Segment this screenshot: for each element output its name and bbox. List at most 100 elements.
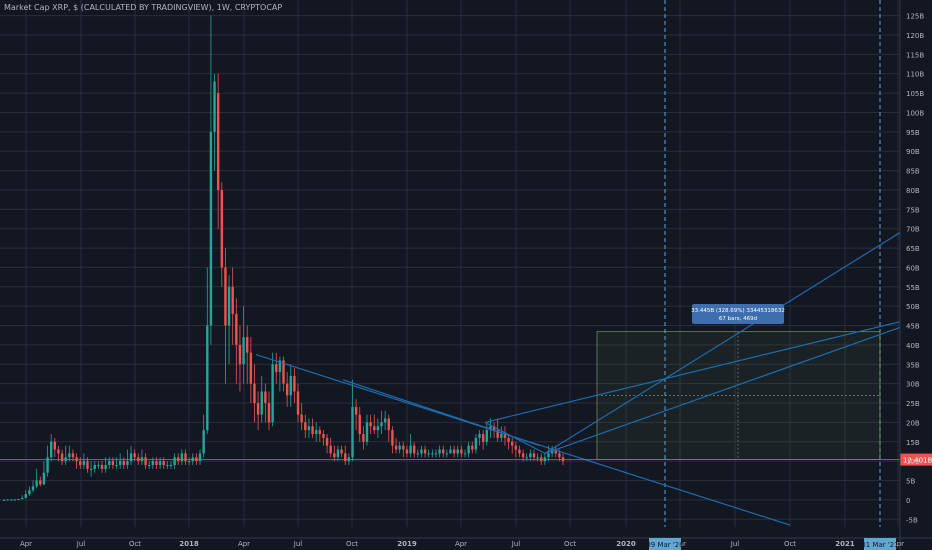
candle-body [253,383,256,404]
x-tick-label: Jul [511,540,521,548]
candle-body [405,449,409,454]
candle-body [213,81,216,132]
date-marker-badge [864,538,896,550]
candle-body [35,480,38,487]
candle-body [264,391,267,404]
candle-body [478,434,481,438]
candle-body [489,426,492,431]
candle-body [206,325,209,431]
candle-body [307,426,311,431]
candle-body [442,449,445,454]
candle-body [180,453,184,462]
candle-body [471,445,474,450]
candle-body [184,453,187,462]
date-marker-label: 09 Mar '20 [646,541,683,549]
candle-body [278,360,282,373]
candle-body [304,422,307,431]
candle-body [460,449,463,454]
candle-body [89,468,93,470]
candle-body [536,457,539,459]
candle-body [402,445,405,450]
candle-body [427,453,430,455]
candle-body [198,453,202,462]
candle-body [496,430,499,438]
candle-body [300,414,303,423]
y-tick-label: 25B [906,400,920,408]
chart-title: Market Cap XRP, $ (CALCULATED BY TRADING… [4,3,283,12]
x-tick-label: Oct [784,540,796,548]
candle-body [53,441,57,450]
candle-body [231,286,234,314]
candle-body [122,461,125,466]
candle-body [169,465,173,467]
y-tick-label: 65B [906,245,920,253]
candle-body [151,461,155,466]
x-tick-label: 2020 [616,540,636,548]
candle-body [318,430,322,435]
candle-body [322,434,325,438]
y-tick-label: 70B [906,226,920,234]
candle-body [398,445,401,450]
candle-body [148,465,151,467]
trendline-fan-steep [544,232,901,454]
candle-body [129,453,133,462]
candle-body [46,457,49,473]
trendline-down-secondary [342,379,541,447]
candle-body [24,494,27,498]
x-tick-label: 2021 [835,540,855,548]
candle-body [68,453,71,458]
candle-body [521,453,525,458]
candle-body [362,434,365,442]
candle-body [467,445,470,454]
y-tick-label: 125B [906,13,924,21]
grid [0,0,900,527]
candle-body [554,449,557,454]
candle-body [529,453,532,458]
y-tick-label: 20B [906,419,920,427]
candle-body [438,449,441,454]
candle-body [485,430,488,442]
candle-body [383,418,387,423]
y-tick-label: 80B [906,187,920,195]
y-tick-label: 10B [906,458,920,466]
measure-tooltip [692,304,784,324]
candle-body [289,375,292,396]
candle-body [166,465,169,467]
y-tick-label: 40B [906,342,920,350]
x-tick-label: Oct [564,540,576,548]
x-tick-label: 2018 [179,540,199,548]
candle-body [10,499,13,501]
candle-body [115,465,118,467]
candle-body [17,499,20,501]
candle-body [492,426,496,431]
candle-body [394,445,398,450]
x-tick-label: Apr [892,540,904,548]
candles[interactable] [2,15,565,501]
measure-tooltip-line: 67 bars, 469d [719,316,757,322]
x-tick-label: Apr [238,540,250,548]
candle-body [82,461,86,466]
overlays[interactable]: 12.401B 33.445B (328.69%) 33445318632 67 b… [0,232,932,526]
candle-body [133,453,136,458]
candle-body [100,465,104,469]
candle-body [412,445,416,454]
candle-body [39,480,42,485]
candle-body [503,434,507,438]
candle-body [293,375,296,392]
candle-body [481,434,485,442]
candle-body [246,337,249,353]
annotations[interactable] [596,0,881,527]
candle-body [173,457,176,466]
trendline-fan-mid [544,326,901,454]
candle-body [111,461,115,466]
candle-body [242,337,245,365]
candle-body [296,391,300,415]
candle-body [2,499,6,501]
date-marker-badge [649,538,681,550]
candle-body [369,422,372,427]
candle-body [434,453,438,455]
candle-body [260,391,263,415]
date-marker-label: 01 Mar '21 [861,541,898,549]
